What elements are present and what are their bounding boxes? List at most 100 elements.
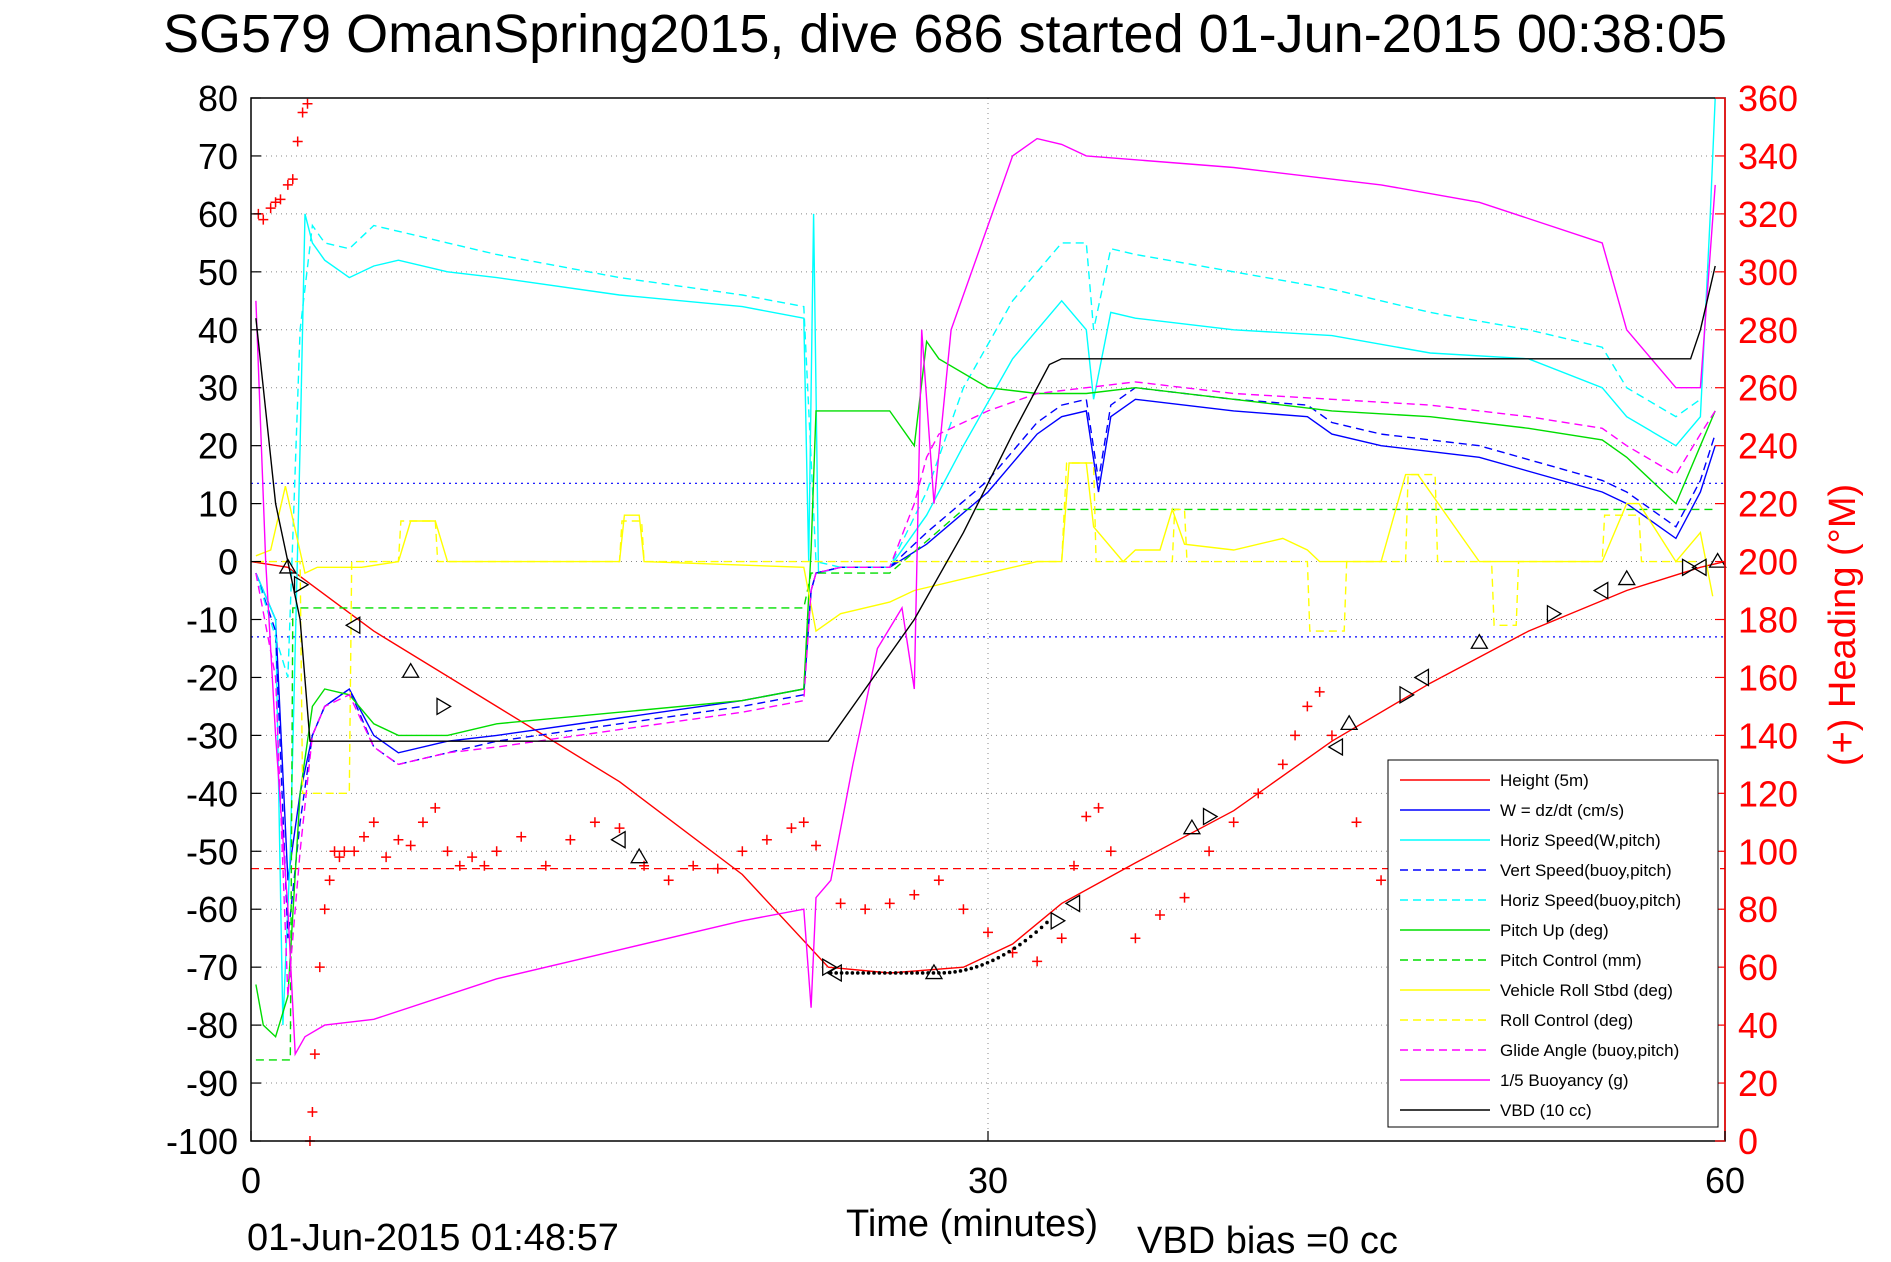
- heading-point: [614, 823, 625, 834]
- heading-point: [540, 860, 551, 871]
- heading-point: [933, 875, 944, 886]
- x-tick-label: 0: [241, 1160, 261, 1201]
- y-right-tick-label: 0: [1738, 1121, 1758, 1162]
- height-marker: [1691, 558, 1707, 577]
- legend-label: Glide Angle (buoy,pitch): [1500, 1041, 1679, 1060]
- bottom-dot: [893, 971, 898, 975]
- height-marker: [610, 830, 626, 849]
- series-line: [255, 339, 1716, 1038]
- bottom-dot: [1034, 930, 1038, 934]
- heading-point: [359, 831, 370, 842]
- heading-point: [786, 823, 797, 834]
- footer-end-time: 01-Jun-2015 01:48:57: [247, 1217, 619, 1259]
- bottom-dot: [1045, 920, 1049, 925]
- height-marker: [401, 662, 420, 678]
- series-pitch-up-deg: [255, 339, 1716, 1038]
- series-vbd-10-cc: [255, 265, 1716, 742]
- bottom-dot: [877, 971, 882, 975]
- heading-point: [1314, 686, 1325, 697]
- y-right-tick-label: 260: [1738, 368, 1798, 409]
- height-marker: [1202, 807, 1219, 826]
- bottom-dot: [883, 971, 887, 975]
- height-marker: [293, 575, 310, 594]
- series-pitch-control-mm: [255, 508, 1713, 1061]
- bottom-dot: [958, 969, 963, 973]
- series-roll-control-deg: [255, 462, 1701, 794]
- heading-point: [1130, 933, 1141, 944]
- heading-point: [339, 846, 350, 857]
- height-marker: [1546, 604, 1563, 623]
- x-tick-label: 60: [1705, 1160, 1745, 1201]
- heading-point: [1056, 933, 1067, 944]
- y-axis-left-ticks: 80 70 60 50 40 30 20 10 0 -10 -20 -30 -40 -50 -60 -70 -8…: [166, 78, 261, 1162]
- bottom-dot: [1012, 946, 1017, 951]
- series-vehicle-roll-stbd-deg: [255, 462, 1714, 633]
- heading-point: [1204, 846, 1215, 857]
- heading-point: [811, 840, 822, 851]
- series-group: [250, 97, 1726, 1146]
- series-line: [255, 223, 1701, 678]
- bottom-dot: [915, 971, 920, 975]
- heading-point: [1032, 956, 1043, 967]
- y-tick-label: 80: [198, 78, 238, 119]
- y-right-tick-label: 340: [1738, 136, 1798, 177]
- y-axis-right-label: (+) Heading (°M): [1822, 484, 1864, 766]
- y-tick-label: 70: [198, 136, 238, 177]
- bottom-dot: [888, 971, 893, 975]
- bottom-dot: [920, 971, 925, 975]
- y-tick-label: 40: [198, 310, 238, 351]
- heading-point: [712, 863, 723, 874]
- heading-point: [287, 174, 298, 185]
- bottom-dot: [1023, 938, 1028, 943]
- heading-point: [319, 904, 330, 915]
- y-tick-label: -20: [186, 657, 238, 698]
- bottom-dot: [1001, 952, 1006, 957]
- y-right-tick-label: 220: [1738, 484, 1798, 525]
- heading-point: [282, 179, 293, 190]
- bottom-dot: [866, 971, 871, 975]
- heading-point: [1105, 846, 1116, 857]
- bottom-dot: [953, 970, 957, 974]
- x-tick-label: 30: [968, 1160, 1008, 1201]
- y-tick-label: 50: [198, 252, 238, 293]
- bottom-dot: [899, 971, 903, 975]
- height-marker: [1327, 737, 1344, 757]
- y-tick-label: 20: [198, 426, 238, 467]
- series-vert-speed-buoy-pitch: [255, 386, 1716, 939]
- heading-point: [1277, 759, 1288, 770]
- heading-point: [430, 802, 441, 813]
- heading-point: [1154, 910, 1165, 921]
- y-tick-label: 10: [198, 484, 238, 525]
- series-line: [255, 265, 1716, 742]
- heading-point: [565, 834, 576, 845]
- heading-point: [307, 1107, 318, 1118]
- y-right-tick-label: 240: [1738, 426, 1798, 467]
- series-line: [255, 462, 1701, 794]
- bottom-dot: [985, 960, 990, 965]
- legend-box: [1387, 759, 1719, 1128]
- footer-vbd-bias: VBD bias =0 cc: [1137, 1220, 1398, 1262]
- bottom-dot: [850, 971, 855, 975]
- x-axis-ticks: 0 30 60: [241, 1131, 1745, 1201]
- bottom-dot: [904, 971, 909, 975]
- heading-point: [1376, 875, 1387, 886]
- height-marker: [344, 616, 361, 635]
- heading-point: [983, 927, 993, 938]
- heading-point: [265, 203, 276, 214]
- bottom-dot: [964, 968, 968, 972]
- bottom-dot: [931, 971, 936, 975]
- heading-point: [297, 107, 308, 118]
- legend-label: Roll Control (deg): [1500, 1011, 1633, 1030]
- heading-point: [1081, 811, 1092, 822]
- series-1-5-buoyancy-g: [255, 137, 1716, 1057]
- heading-point: [334, 852, 345, 863]
- height-marker: [1339, 714, 1359, 731]
- heading-point: [835, 898, 846, 909]
- heading-point: [884, 898, 895, 909]
- bottom-height-dots: [828, 920, 1049, 975]
- height-marker: [1681, 558, 1698, 577]
- heading-point: [454, 860, 465, 871]
- heading-point: [302, 98, 313, 109]
- y-right-tick-label: 160: [1738, 657, 1798, 698]
- y-right-tick-label: 320: [1738, 194, 1798, 235]
